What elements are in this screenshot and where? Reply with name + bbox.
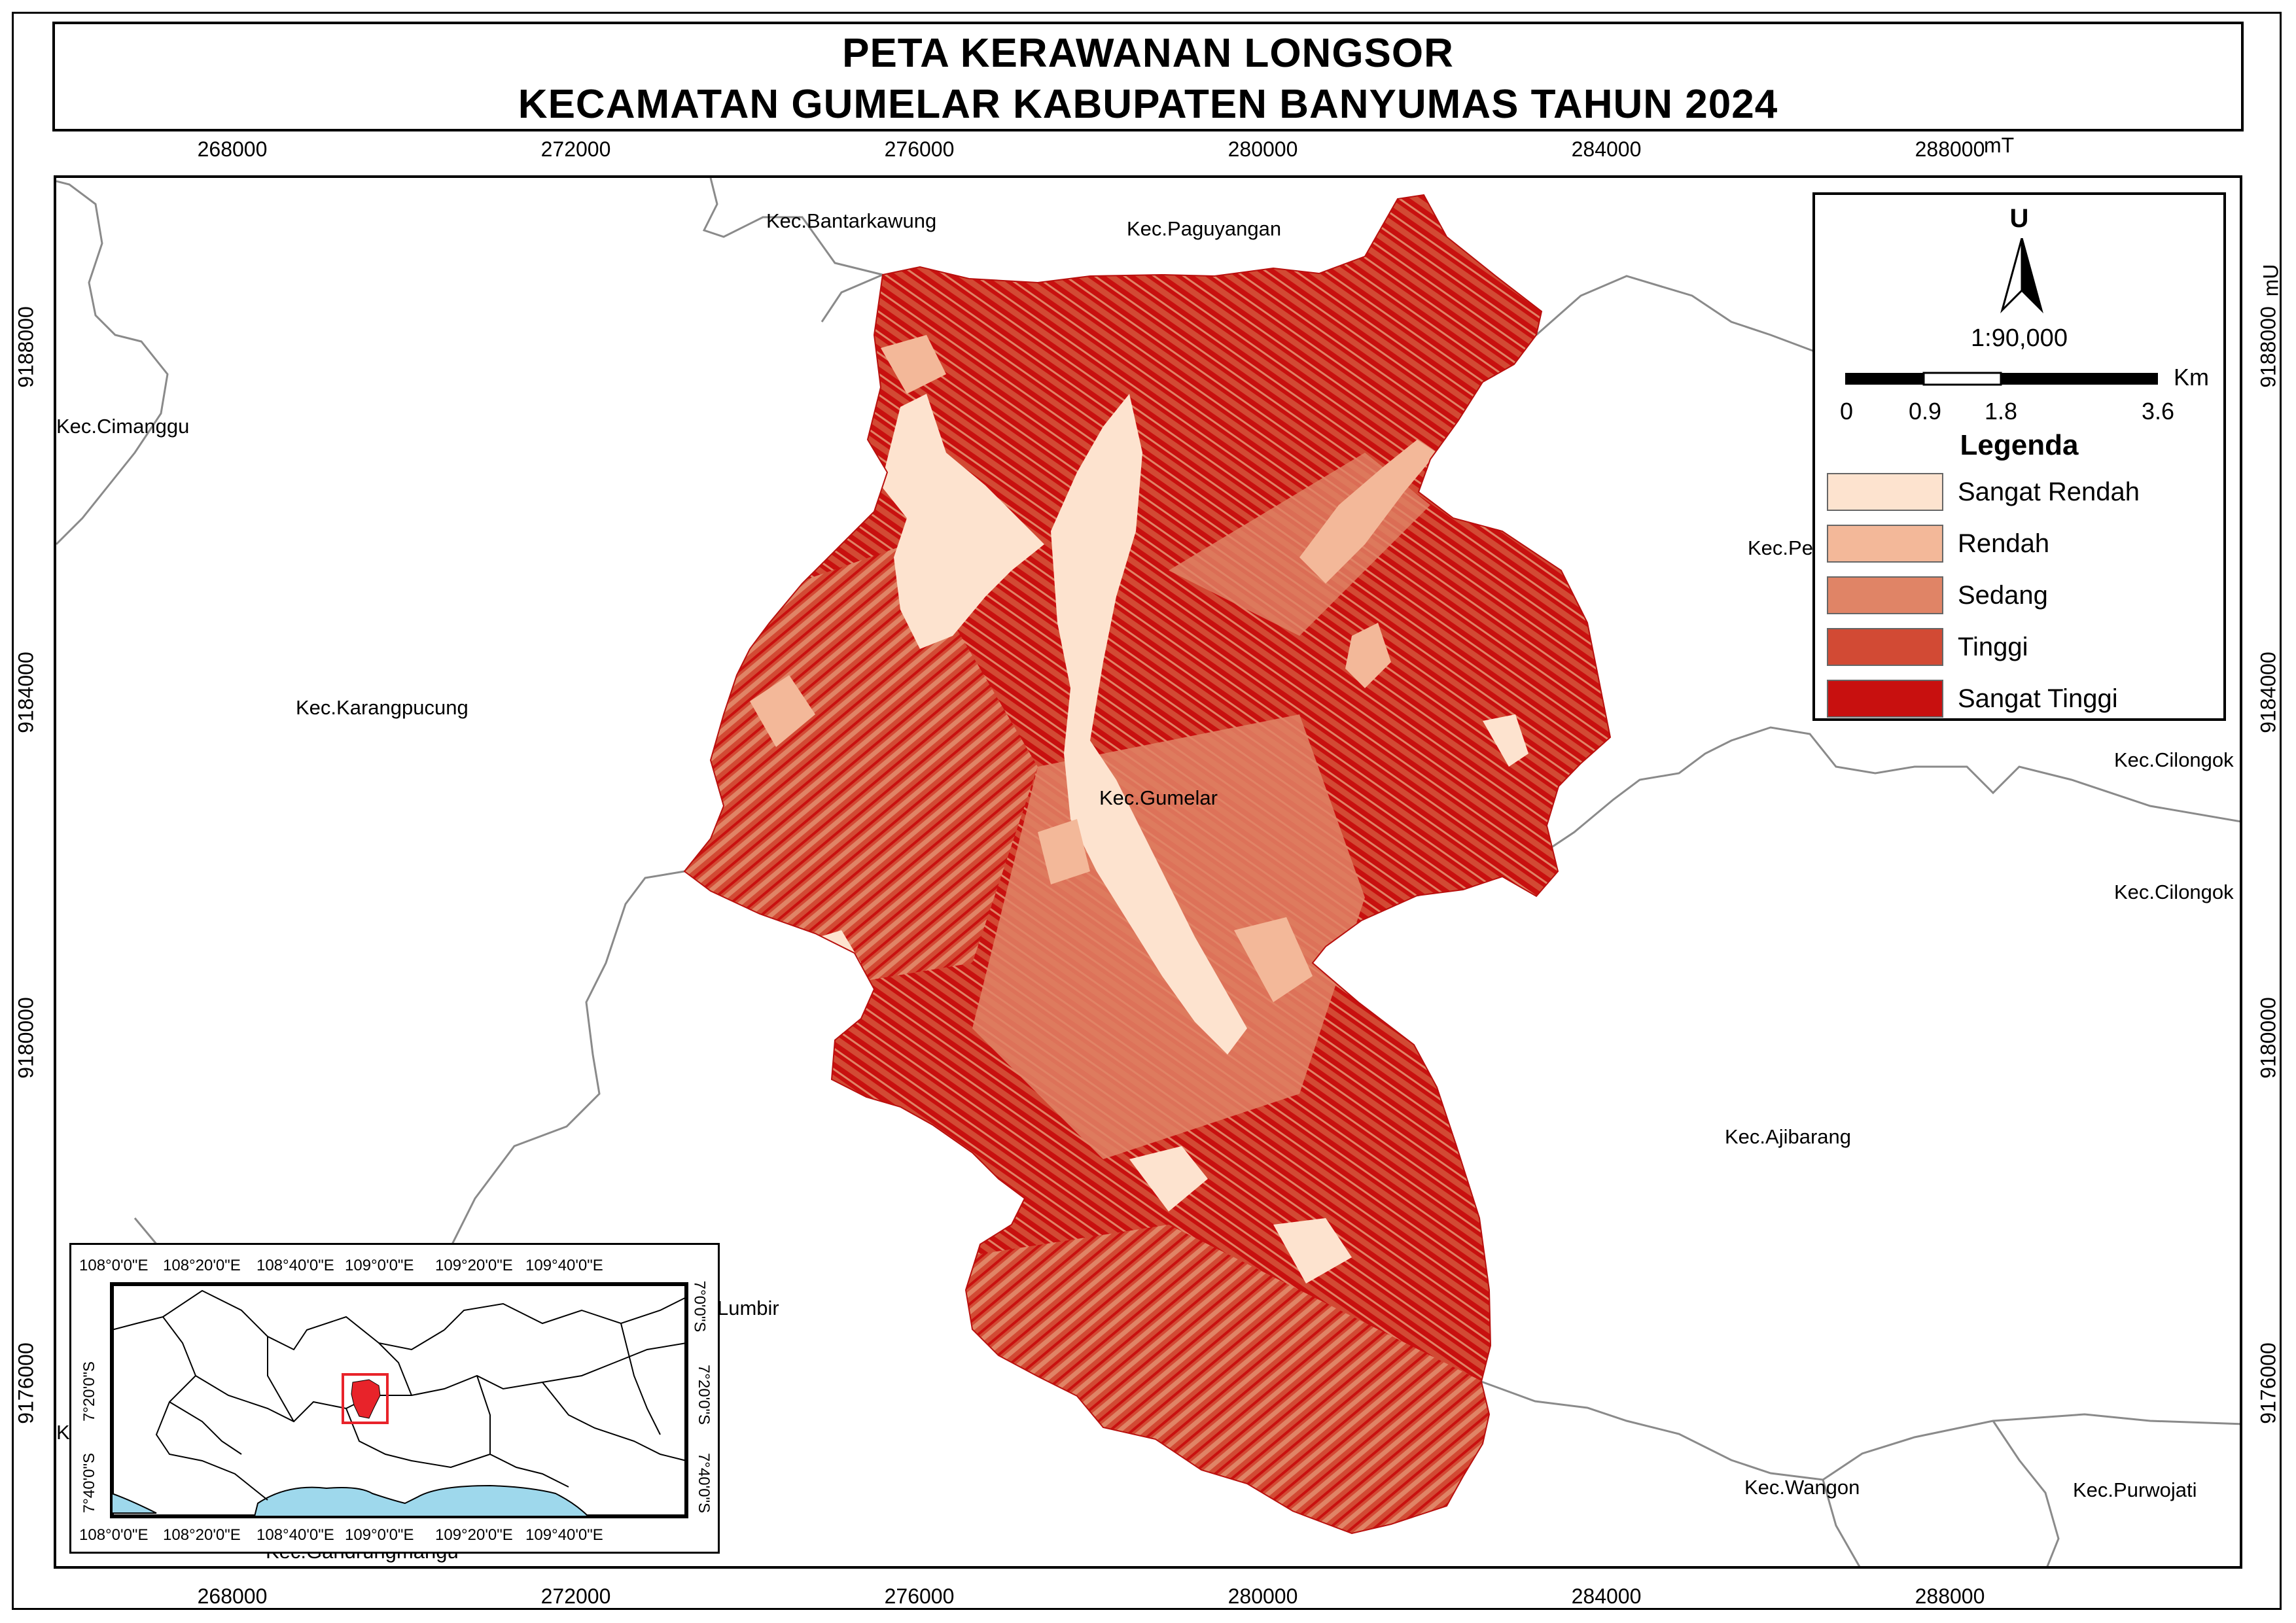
main-map-canvas: [56, 178, 2240, 1566]
raster-low-zone-1: [881, 394, 1044, 649]
region-label-karangpucung: Kec.Karangpucung: [296, 696, 468, 719]
legend-label-sangat-rendah: Sangat Rendah: [1958, 477, 2140, 506]
x-tick-top-288000: 288000: [1915, 137, 1985, 161]
x-tick-bottom-284000: 284000: [1571, 1584, 1642, 1608]
map-title-line-1: PETA KERAWANAN LONGSOR: [842, 31, 1454, 76]
admin-boundaries: [56, 178, 2240, 1566]
map-sheet-border: [12, 12, 2282, 1610]
x-tick-bottom-268000: 268000: [197, 1584, 268, 1608]
raster-low-zone-3: [1299, 440, 1437, 584]
legend-item-sedang: Sedang: [1827, 576, 2048, 615]
north-label: U: [2009, 204, 2029, 233]
legend-label-sangat-tinggi: Sangat Tinggi: [1958, 684, 2118, 713]
y-tick-left-9188000: 9188000: [14, 306, 38, 388]
inset-lat-left-2: 7°40'0"S: [80, 1452, 99, 1514]
y-tick-right-9188000: 9188000: [2256, 306, 2280, 388]
y-unit-label: mU: [2259, 264, 2283, 297]
raster-low-zone-12: [881, 335, 946, 394]
region-label-lumbir: Lumbir: [717, 1297, 779, 1319]
x-tick-top-268000: 268000: [197, 137, 268, 161]
inset-lon-top-1: 108°20'0"E: [163, 1257, 241, 1274]
scale-bar: [1845, 372, 2158, 386]
legend-item-rendah: Rendah: [1827, 524, 2049, 563]
inset-lat-right-1: 7°20'0"S: [695, 1364, 713, 1425]
scale-ratio: 1:90,000: [1971, 324, 2068, 352]
raster-low-zone-11: [750, 675, 815, 747]
legend-swatch-rendah: [1827, 525, 1943, 563]
inset-lon-bottom-0: 108°0'0"E: [79, 1526, 149, 1544]
legend-panel: U 1:90,000 Km 0 0.9 1.8 3.6 Legenda Sang…: [1812, 192, 2226, 721]
inset-map: 108°0'0"E 108°20'0"E 108°40'0"E 109°0'0"…: [69, 1243, 720, 1554]
region-label-cimanggu: Kec.Cimanggu: [56, 415, 190, 438]
raster-low-zone-5: [1483, 714, 1528, 767]
raster-low-zone-2: [1051, 394, 1247, 1055]
scale-value-0: 0: [1839, 398, 1854, 425]
legend-item-sangat-rendah: Sangat Rendah: [1827, 472, 2140, 512]
scale-unit: Km: [2174, 364, 2209, 391]
region-label-k: K: [56, 1421, 70, 1444]
inset-lon-top-0: 108°0'0"E: [79, 1257, 149, 1274]
region-label-pe: Kec.Pe: [1748, 536, 1813, 559]
inset-lon-top-4: 109°20'0"E: [435, 1257, 513, 1274]
inset-lon-top-5: 109°40'0"E: [525, 1257, 603, 1274]
raster-low-zone-9: [1038, 819, 1090, 884]
y-tick-left-9180000: 9180000: [14, 997, 38, 1079]
region-label-ajibarang: Kec.Ajibarang: [1725, 1125, 1852, 1148]
x-tick-top-276000: 276000: [884, 137, 955, 161]
region-label-purwojati: Kec.Purwojati: [2073, 1478, 2197, 1501]
region-label-gumelar: Kec.Gumelar: [1099, 786, 1218, 809]
district-outline: [683, 194, 1612, 1535]
region-label-wangon: Kec.Wangon: [1744, 1476, 1860, 1499]
inset-lon-bottom-1: 108°20'0"E: [163, 1526, 241, 1544]
y-tick-right-9184000: 9184000: [2256, 652, 2280, 733]
inset-map-canvas: [110, 1282, 688, 1518]
raster-low-zone-4: [1345, 623, 1391, 688]
inset-lon-bottom-4: 109°20'0"E: [435, 1526, 513, 1544]
inset-lon-top-3: 109°0'0"E: [345, 1257, 414, 1274]
map-title-box: PETA KERAWANAN LONGSOR KECAMATAN GUMELAR…: [52, 22, 2244, 131]
inset-lon-bottom-5: 109°40'0"E: [525, 1526, 603, 1544]
raster-low-zone-8: [1273, 1218, 1352, 1283]
inset-lat-left-1: 7°20'0"S: [80, 1361, 99, 1422]
inset-lon-top-2: 108°40'0"E: [256, 1257, 334, 1274]
x-tick-bottom-280000: 280000: [1227, 1584, 1298, 1608]
inset-lat-right-2: 7°40'0"S: [695, 1452, 713, 1514]
legend-item-tinggi: Tinggi: [1827, 627, 2028, 667]
region-label-bantarkawung: Kec.Bantarkawung: [766, 209, 937, 232]
legend-label-tinggi: Tinggi: [1958, 632, 2028, 661]
y-tick-right-9180000: 9180000: [2256, 997, 2280, 1079]
x-tick-top-284000: 284000: [1571, 137, 1642, 161]
raster-low-zone-10: [1234, 917, 1313, 1002]
x-unit-label: mT: [1984, 133, 2015, 157]
x-tick-bottom-272000: 272000: [540, 1584, 611, 1608]
x-tick-bottom-288000: 288000: [1915, 1584, 1985, 1608]
inset-lat-right-0: 7°0'0"S: [690, 1280, 709, 1333]
inset-lon-bottom-3: 109°0'0"E: [345, 1526, 414, 1544]
scale-value-0.9: 0.9: [1908, 398, 1942, 425]
legend-swatch-sangat-rendah: [1827, 473, 1943, 511]
raster-low-zone-7: [1129, 1146, 1208, 1212]
north-arrow-icon: [2000, 238, 2043, 314]
y-tick-right-9176000: 9176000: [2256, 1342, 2280, 1424]
region-label-cilongok-1: Kec.Cilongok: [2114, 748, 2234, 771]
landslide-raster: [684, 195, 1610, 1533]
scale-value-3.6: 3.6: [2141, 398, 2175, 425]
x-tick-bottom-276000: 276000: [884, 1584, 955, 1608]
legend-item-sangat-tinggi: Sangat Tinggi: [1827, 679, 2118, 718]
y-tick-left-9184000: 9184000: [14, 652, 38, 733]
map-title-line-2: KECAMATAN GUMELAR KABUPATEN BANYUMAS TAH…: [518, 82, 1778, 127]
legend-swatch-sedang: [1827, 576, 1943, 614]
inset-lon-bottom-2: 108°40'0"E: [256, 1526, 334, 1544]
legend-heading: Legenda: [1960, 429, 2079, 461]
legend-label-rendah: Rendah: [1958, 529, 2050, 558]
legend-label-sedang: Sedang: [1958, 580, 2048, 610]
region-label-paguyangan: Kec.Paguyangan: [1127, 217, 1282, 240]
y-tick-left-9176000: 9176000: [14, 1342, 38, 1424]
scale-value-1.8: 1.8: [1984, 398, 2018, 425]
legend-swatch-sangat-tinggi: [1827, 680, 1943, 718]
legend-swatch-tinggi: [1827, 628, 1943, 666]
x-tick-top-280000: 280000: [1227, 137, 1298, 161]
region-label-cilongok-2: Kec.Cilongok: [2114, 881, 2234, 903]
x-tick-top-272000: 272000: [540, 137, 611, 161]
